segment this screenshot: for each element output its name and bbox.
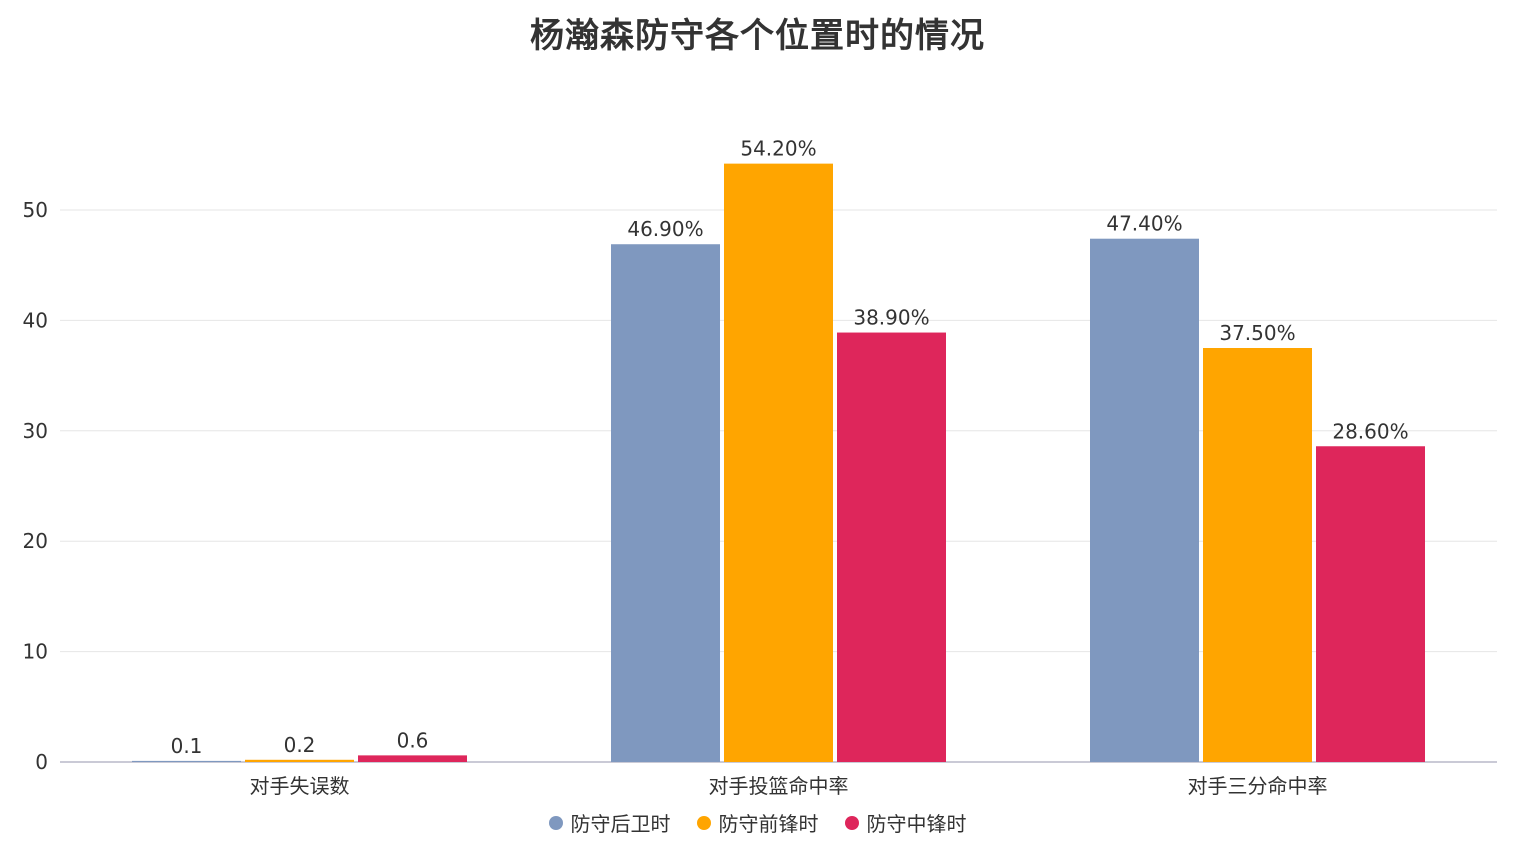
chart-title: 杨瀚森防守各个位置时的情况 [530, 16, 985, 56]
y-axis: 0 10 20 30 40 50 [23, 198, 48, 774]
data-label: 46.90% [627, 217, 703, 241]
bar [724, 163, 833, 762]
data-label: 37.50% [1219, 321, 1295, 345]
x-tick-label: 对手失误数 [250, 774, 350, 798]
bar [611, 244, 720, 762]
x-tick-label: 对手三分命中率 [1188, 774, 1328, 798]
legend-label: 防守前锋时 [718, 812, 819, 836]
y-tick-label: 20 [23, 529, 48, 553]
data-label: 0.2 [284, 733, 316, 757]
data-label: 0.1 [171, 734, 203, 758]
legend-item[interactable]: 防守前锋时 [696, 808, 819, 837]
x-tick-label: 对手投篮命中率 [709, 774, 849, 798]
bars [132, 163, 1425, 763]
data-label: 28.60% [1332, 419, 1408, 443]
legend-marker [696, 815, 711, 830]
legend-marker [844, 815, 859, 830]
bar [1090, 238, 1199, 763]
bar [358, 755, 467, 762]
bar [132, 760, 241, 762]
data-label: 0.6 [397, 728, 429, 752]
legend-item[interactable]: 防守中锋时 [844, 808, 967, 837]
legend-item[interactable]: 防守后卫时 [548, 808, 671, 837]
y-tick-label: 50 [23, 198, 48, 222]
y-tick-label: 40 [23, 308, 48, 332]
bar [245, 759, 354, 762]
bar [1316, 446, 1425, 762]
legend-label: 防守中锋时 [866, 812, 967, 836]
bar [837, 332, 946, 762]
legend: 防守后卫时 防守前锋时 防守中锋时 [0, 808, 1515, 837]
bar [1203, 348, 1312, 762]
y-tick-label: 10 [23, 640, 48, 664]
data-label: 47.40% [1106, 212, 1182, 236]
data-label: 38.90% [853, 306, 929, 330]
data-label: 54.20% [740, 137, 816, 161]
legend-marker [548, 815, 563, 830]
y-tick-label: 0 [35, 750, 48, 774]
y-tick-label: 30 [23, 419, 48, 443]
legend-label: 防守后卫时 [570, 812, 671, 836]
x-axis: 对手失误数 对手投篮命中率 对手三分命中率 [60, 761, 1497, 798]
data-labels: 0.1 0.2 0.6 46.90% 54.20% 38.90% 47.40% 37.50% 2… [171, 137, 1409, 758]
